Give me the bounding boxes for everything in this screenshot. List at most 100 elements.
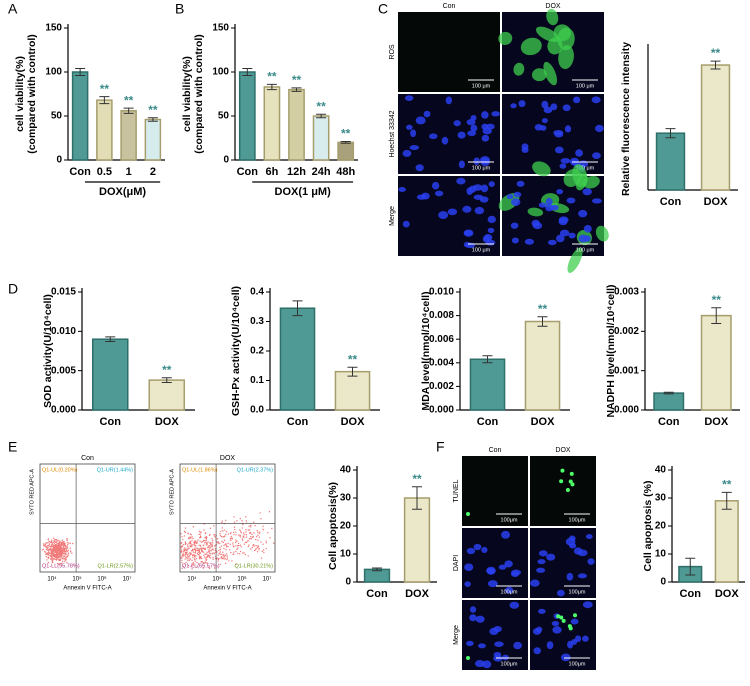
event-dot	[190, 550, 193, 552]
column-label: DOX	[545, 3, 561, 10]
event-dot	[45, 552, 47, 555]
event-dot	[189, 553, 191, 555]
event-dot	[198, 544, 200, 547]
event-dot	[241, 519, 243, 522]
event-dot	[192, 562, 195, 564]
error-bar	[710, 60, 721, 70]
event-dot	[213, 534, 215, 536]
event-dot	[219, 542, 221, 544]
nucleus	[464, 581, 471, 587]
significance: **	[148, 103, 158, 117]
event-dot	[60, 553, 62, 556]
row-label: Merge	[453, 625, 460, 645]
event-dot	[255, 548, 257, 551]
nucleus	[485, 239, 496, 246]
event-dot	[233, 526, 236, 528]
event-dot	[45, 546, 47, 549]
significance: **	[712, 293, 722, 307]
event-dot	[239, 534, 241, 537]
event-dot	[224, 543, 226, 546]
significance: **	[316, 99, 326, 113]
event-dot	[205, 559, 208, 562]
event-dot	[260, 557, 263, 559]
event-dot	[205, 556, 208, 558]
event-dot	[51, 541, 53, 544]
event-dot	[216, 541, 219, 543]
y-tick-label: 0	[223, 155, 229, 166]
nucleus	[457, 131, 466, 139]
cell-stain	[498, 193, 520, 211]
event-dot	[218, 549, 220, 552]
cell-stain	[531, 68, 547, 82]
event-dot	[63, 540, 65, 543]
nucleus	[487, 215, 496, 224]
nucleus	[591, 198, 602, 204]
cell-stain	[567, 247, 583, 273]
nucleus	[560, 653, 571, 662]
nucleus	[470, 124, 478, 132]
cell-stain	[498, 31, 513, 46]
event-dot	[71, 552, 73, 554]
event-dot	[225, 549, 227, 551]
x-tick-label: 24h	[312, 166, 331, 178]
cell-stain	[527, 207, 544, 217]
event-dot	[50, 545, 53, 548]
event-dot	[204, 558, 207, 560]
event-dot	[188, 537, 190, 539]
event-dot	[250, 548, 252, 550]
event-dot	[59, 549, 62, 552]
cell-stain	[532, 161, 551, 177]
event-dot	[255, 535, 258, 538]
error-bar	[340, 141, 351, 144]
event-dot	[223, 535, 226, 537]
event-dot	[60, 554, 63, 557]
event-dot	[199, 536, 201, 539]
nucleus	[489, 627, 499, 636]
event-dot	[204, 532, 207, 534]
event-dot	[182, 555, 184, 557]
event-dot	[57, 540, 59, 542]
nucleus	[429, 133, 438, 140]
event-dot	[221, 540, 223, 543]
event-dot	[65, 557, 67, 560]
event-dot	[217, 560, 219, 562]
nucleus	[491, 111, 500, 117]
bar	[238, 71, 256, 161]
event-dot	[189, 537, 192, 539]
event-dot	[201, 547, 203, 550]
y-tick-label: 150	[45, 23, 62, 34]
y-tick-label: 100	[45, 67, 62, 78]
y-tick-label: 0.008	[429, 310, 454, 321]
x-tick-label: Con	[680, 588, 702, 600]
event-dot	[232, 542, 234, 544]
event-dot	[63, 557, 66, 560]
event-dot	[237, 542, 240, 545]
event-dot	[198, 563, 200, 565]
event-dot	[198, 548, 201, 550]
nucleus	[480, 184, 489, 193]
event-dot	[210, 549, 212, 552]
y-tick-label: 0.004	[429, 357, 454, 368]
cell-stain	[595, 225, 609, 242]
nucleus	[533, 647, 541, 655]
bar	[144, 118, 162, 161]
x-axis-label: Annexin V FITC-A	[203, 586, 251, 592]
event-dot	[189, 544, 191, 546]
event-dot	[204, 537, 206, 539]
bar	[655, 132, 686, 191]
event-dot	[62, 560, 64, 563]
bar	[96, 99, 113, 161]
x-tick-label: DOX	[405, 588, 430, 600]
nucleus	[485, 123, 495, 130]
nucleus	[521, 143, 529, 150]
nucleus	[536, 567, 546, 573]
y-tick-label: 50	[51, 111, 63, 122]
event-dot	[188, 542, 190, 545]
bar	[148, 379, 186, 411]
event-dot	[219, 551, 222, 553]
event-dot	[184, 531, 187, 534]
event-dot	[247, 545, 250, 548]
tunel-dot	[568, 479, 573, 484]
nucleus	[577, 573, 588, 579]
nucleus	[587, 558, 595, 565]
